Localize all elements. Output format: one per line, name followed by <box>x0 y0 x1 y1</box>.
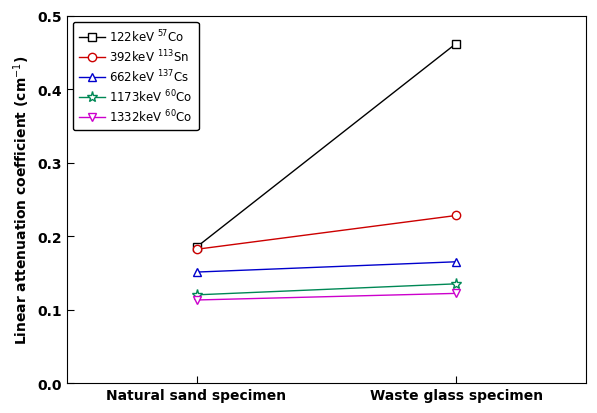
Legend: 122keV $^{57}$Co, 392keV $^{113}$Sn, 662keV $^{137}$Cs, 1173keV $^{60}$Co, 1332k: 122keV $^{57}$Co, 392keV $^{113}$Sn, 662… <box>73 22 199 131</box>
Y-axis label: Linear attenuation coefficient (cm$^{-1}$): Linear attenuation coefficient (cm$^{-1}… <box>11 55 32 344</box>
